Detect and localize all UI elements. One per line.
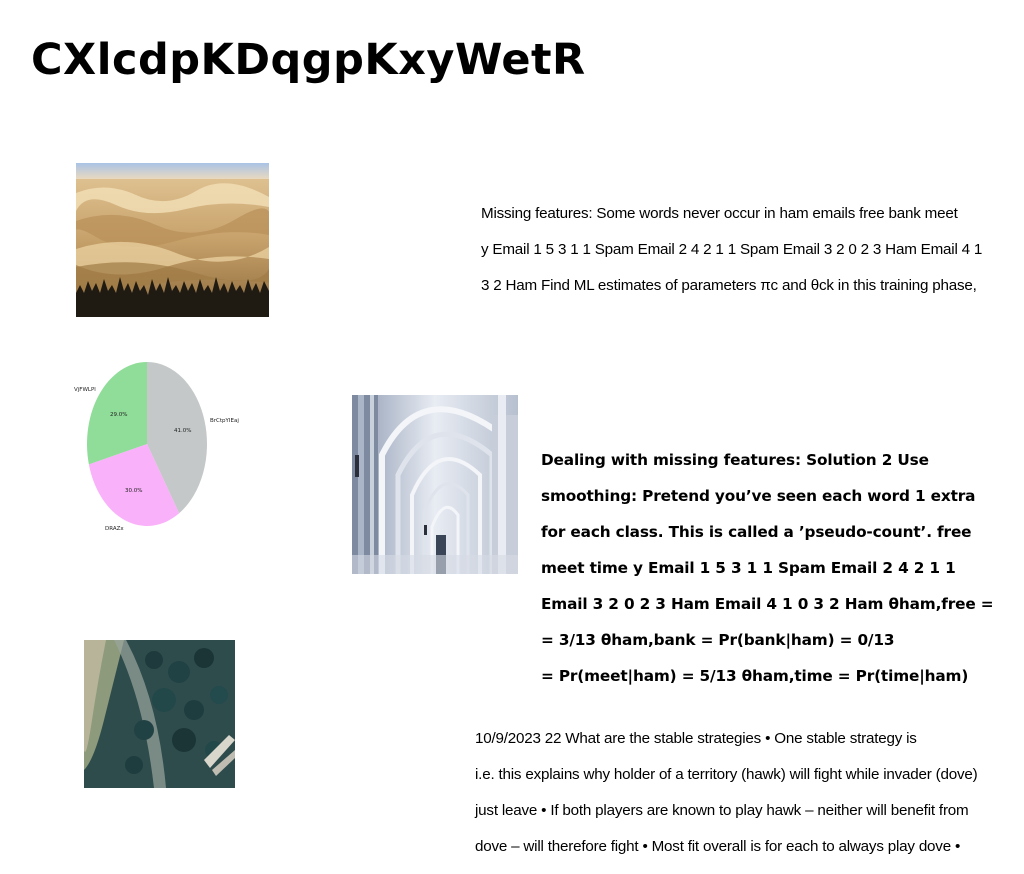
pie-label-1: DRAZx bbox=[105, 526, 124, 532]
text-line: Email 3 2 0 2 3 Ham Email 4 1 0 3 2 Ham … bbox=[541, 595, 994, 613]
page-title: CXlcdpKDqgpKxyWetR bbox=[31, 35, 586, 85]
text-line: for each class. This is called a ’pseudo… bbox=[541, 523, 972, 541]
pie-value-label-2: 29.0% bbox=[110, 412, 127, 418]
text-line: 10/9/2023 22 What are the stable strateg… bbox=[475, 730, 917, 747]
text-line: Dealing with missing features: Solution … bbox=[541, 451, 929, 469]
text-block-missing-features: Missing features: Some words never occur… bbox=[481, 187, 1024, 313]
desert-dunes-image bbox=[76, 163, 269, 317]
text-line: meet time y Email 1 5 3 1 1 Spam Email 2… bbox=[541, 559, 956, 577]
text-line: dove – will therefore fight • Most fit o… bbox=[475, 838, 961, 855]
text-block-stable-strategies: 10/9/2023 22 What are the stable strateg… bbox=[475, 712, 1024, 874]
text-block-smoothing: Dealing with missing features: Solution … bbox=[541, 433, 1024, 703]
arched-corridor-image bbox=[352, 395, 518, 574]
text-line: i.e. this explains why holder of a terri… bbox=[475, 766, 978, 783]
text-line: = 3/13 θham,bank = Pr(bank|ham) = 0/13 bbox=[541, 631, 895, 649]
text-line: smoothing: Pretend you’ve seen each word… bbox=[541, 487, 976, 505]
pie-slice-1 bbox=[88, 444, 180, 526]
text-line: y Email 1 5 3 1 1 Spam Email 2 4 2 1 1 S… bbox=[481, 241, 983, 258]
pie-label-0: BrCtpYIEaj bbox=[210, 418, 239, 424]
text-line: Missing features: Some words never occur… bbox=[481, 205, 958, 222]
pie-slice-2 bbox=[87, 362, 147, 465]
text-line: just leave • If both players are known t… bbox=[475, 802, 969, 819]
aerial-coastline-image bbox=[84, 640, 235, 788]
pie-chart: BrCtpYIEaj DRAZx VjFWLPl 41.0% 30.0% 29.… bbox=[70, 360, 250, 532]
pie-value-label-1: 30.0% bbox=[125, 488, 142, 494]
text-line: = Pr(meet|ham) = 5/13 θham,time = Pr(tim… bbox=[541, 667, 969, 685]
text-line: 3 2 Ham Find ML estimates of parameters … bbox=[481, 277, 977, 294]
pie-label-2: VjFWLPl bbox=[74, 387, 96, 393]
pie-slice-0 bbox=[147, 362, 208, 514]
pie-value-label-0: 41.0% bbox=[174, 428, 191, 434]
